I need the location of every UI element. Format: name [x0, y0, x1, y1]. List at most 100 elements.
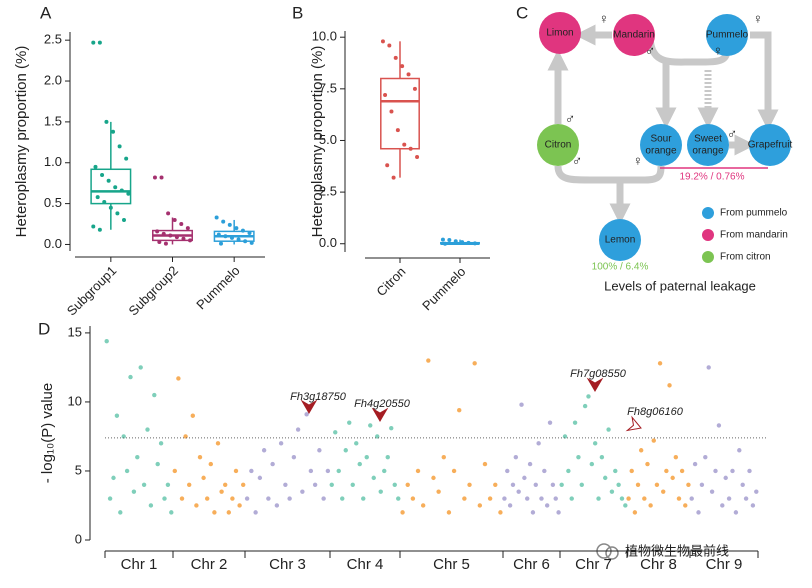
x-tick-label: Chr 2 — [191, 556, 228, 573]
snp-point — [226, 510, 231, 515]
snp-point — [152, 392, 157, 398]
node-label: Sour — [650, 134, 672, 145]
point — [466, 240, 471, 245]
snp-point — [187, 482, 192, 487]
snp-point — [287, 496, 292, 501]
point — [172, 217, 177, 222]
snp-point — [525, 496, 530, 501]
point — [102, 199, 107, 204]
snp-point — [572, 420, 578, 425]
point — [100, 173, 105, 178]
snp-point — [747, 468, 752, 474]
legend-label: From mandarin — [720, 230, 788, 241]
snp-point — [364, 454, 369, 460]
sex-symbol: ♀ — [713, 43, 724, 59]
point — [229, 235, 234, 240]
sex-symbol: ♀ — [633, 153, 644, 169]
snp-point — [190, 413, 195, 418]
point — [443, 241, 448, 246]
snp-point — [696, 510, 701, 515]
point — [415, 154, 420, 159]
snp-point — [291, 454, 297, 460]
point — [214, 215, 219, 220]
y-tick-label: 15 — [68, 324, 82, 339]
point — [124, 156, 129, 161]
box — [380, 77, 420, 150]
node-label: Citron — [545, 140, 572, 151]
snp-point — [169, 510, 174, 515]
node-label: orange — [692, 146, 724, 157]
point — [106, 178, 111, 183]
y-tick-label: 1.0 — [44, 154, 62, 169]
snp-point — [562, 434, 568, 439]
y-tick-label: 10 — [68, 393, 82, 408]
snp-point — [431, 475, 436, 481]
snp-point — [651, 438, 656, 443]
snp-point — [441, 454, 446, 460]
node — [537, 124, 579, 166]
snp-point — [107, 496, 113, 501]
point — [97, 40, 102, 45]
y-tick-label: 2.0 — [44, 72, 62, 87]
point — [385, 163, 390, 168]
snp-point — [350, 482, 355, 487]
point — [163, 241, 168, 246]
snp-point — [539, 496, 544, 501]
point — [380, 39, 385, 44]
point — [152, 175, 157, 180]
snp-point — [730, 468, 735, 474]
snp-point — [743, 496, 749, 501]
point — [243, 239, 248, 244]
snp-point — [457, 408, 462, 413]
snp-point — [638, 448, 644, 453]
snp-point — [347, 420, 352, 425]
x-tick-label: Citron — [373, 264, 408, 299]
snp-point — [566, 468, 571, 474]
point — [408, 146, 413, 151]
snp-point — [616, 482, 621, 487]
snp-point — [446, 510, 452, 515]
snp-point — [683, 503, 688, 508]
point — [406, 72, 411, 77]
snp-point — [317, 448, 322, 453]
gene-label: Fh7g08550 — [570, 368, 627, 380]
x-tick-label: Chr 3 — [269, 556, 306, 573]
snp-point — [145, 427, 150, 432]
snp-point — [329, 482, 334, 487]
snp-point — [270, 461, 275, 467]
legend-swatch — [702, 251, 714, 263]
y-tick-label: 2.5 — [44, 32, 62, 47]
snp-point — [648, 503, 653, 508]
snp-point — [300, 489, 305, 494]
snp-point — [283, 482, 288, 487]
point — [400, 64, 405, 69]
x-tick-label: Chr 4 — [347, 556, 384, 573]
snp-point — [533, 482, 538, 487]
snp-point — [426, 358, 431, 363]
snp-point — [128, 374, 133, 380]
snp-point — [343, 448, 348, 453]
y-tick-label: 0.0 — [319, 235, 337, 250]
snp-point — [635, 482, 641, 487]
node — [687, 124, 729, 166]
snp-point — [244, 496, 250, 501]
gene-label: Fh8g06160 — [627, 406, 684, 418]
snp-point — [569, 496, 574, 501]
snp-point — [325, 468, 331, 474]
snp-point — [559, 482, 564, 487]
point — [159, 175, 164, 180]
snp-point — [619, 496, 625, 501]
legend-swatch — [702, 229, 714, 241]
point — [115, 211, 120, 216]
snp-point — [592, 441, 598, 446]
y-tick-label: 5 — [75, 462, 82, 477]
point — [240, 228, 245, 233]
snp-point — [673, 454, 679, 460]
snp-point — [336, 468, 341, 474]
point — [391, 175, 396, 180]
point — [221, 219, 226, 224]
snp-point — [389, 425, 394, 431]
sex-symbol: ♂ — [572, 153, 583, 169]
snp-point — [274, 503, 280, 508]
snp-point — [208, 461, 213, 467]
